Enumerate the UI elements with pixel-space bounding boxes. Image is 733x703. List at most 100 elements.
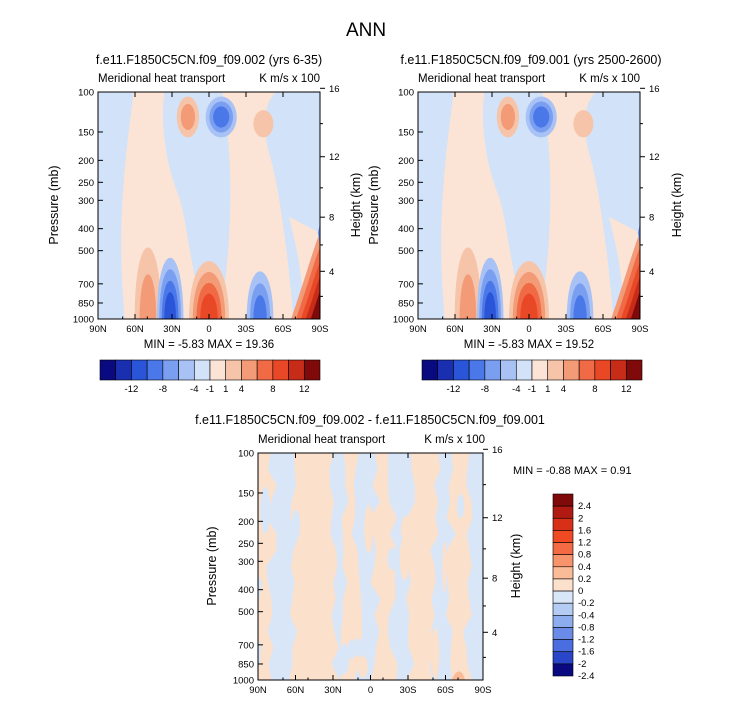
x-tick-label: 0 — [526, 324, 531, 335]
colorbar-label: -4 — [190, 384, 198, 395]
colorbar-label: -8 — [159, 384, 167, 395]
colorbar-label: -1.2 — [578, 635, 594, 646]
x-tick-label: 30S — [558, 324, 575, 335]
min-max-stats: MIN = -5.83 MAX = 19.36 — [144, 339, 274, 351]
colorbar-swatch — [225, 359, 242, 381]
colorbar-swatch — [500, 359, 517, 381]
panel-left-label: Meridional heat transport — [258, 434, 386, 446]
anomaly-patch — [347, 639, 357, 659]
surface-warm-cell — [200, 293, 218, 319]
colorbar-label: 4 — [561, 384, 566, 395]
anomaly-patch — [364, 504, 374, 553]
x-tick-label: 60N — [446, 324, 464, 335]
anomaly-patch — [399, 536, 410, 581]
y-tick-label: 250 — [398, 178, 414, 189]
colorbar-label: -12 — [125, 384, 139, 395]
colorbar-swatch — [484, 359, 501, 381]
anomaly-patch — [375, 525, 383, 550]
panel-title: f.e11.F1850C5CN.f09_f09.001 (yrs 2500-26… — [400, 53, 661, 67]
colorbar-swatch — [178, 359, 195, 381]
colorbar-label: -1.6 — [578, 647, 594, 658]
y-tick-label: 150 — [78, 127, 94, 138]
panel-top-right: f.e11.F1850C5CN.f09_f09.001 (yrs 2500-26… — [367, 53, 684, 395]
y-tick-label: 150 — [238, 488, 254, 499]
positive-anomaly — [369, 453, 398, 680]
height-tick-label: 4 — [649, 267, 654, 278]
panel-right-label: K m/s x 100 — [259, 73, 320, 85]
warm-region — [540, 92, 614, 319]
y-tick-label: 400 — [78, 224, 94, 235]
height-tick-label: 12 — [649, 152, 660, 163]
upper-warm-cell — [573, 110, 594, 138]
colorbar-swatch — [437, 359, 454, 381]
y-tick-label: 400 — [238, 585, 254, 596]
colorbar-swatch — [209, 359, 227, 381]
polar-cold-cell — [317, 223, 320, 247]
colorbar-label: 0.2 — [578, 574, 591, 585]
anomaly-patch — [260, 486, 271, 534]
y-tick-label: 100 — [78, 88, 94, 99]
height-tick-label: 8 — [492, 574, 497, 585]
colorbar-label: 8 — [270, 384, 275, 395]
colorbar-label: 2 — [578, 513, 583, 524]
colorbar-label: 2.4 — [578, 501, 591, 512]
y-tick-label: 100 — [238, 449, 254, 460]
y-tick-label: 200 — [238, 517, 254, 528]
colorbar-label: 1 — [223, 384, 228, 395]
y-tick-label: 1000 — [393, 315, 414, 326]
upper-cold-cell — [533, 106, 550, 128]
colorbar-swatch — [99, 359, 117, 381]
colorbar-label: -12 — [447, 384, 461, 395]
colorbar-swatch — [552, 566, 574, 580]
colorbar: 2.421.6 1.20.80.40.20-0.2-0.4-0.8 -1.2-1.6… — [552, 493, 594, 682]
colorbar-label: 1.6 — [578, 525, 591, 536]
x-tick-label: 60N — [126, 324, 144, 335]
x-tick-label: 60N — [287, 685, 305, 696]
panel-axes: 90N 60N 30N 0 30S 60S 90S 100 150 200 250 300 400 500… — [233, 445, 503, 696]
anomaly-patch — [358, 656, 368, 678]
colorbar-label: -1 — [206, 384, 214, 395]
surface-cold-cell — [484, 292, 496, 319]
colorbar-swatch — [552, 615, 574, 628]
surface-cold-cell — [573, 295, 587, 319]
colorbar-swatch — [421, 359, 439, 381]
colorbar-swatch — [552, 530, 574, 543]
colorbar-swatch — [256, 359, 274, 381]
colorbar-label: 8 — [592, 384, 597, 395]
colorbar-label: -4 — [512, 384, 520, 395]
pressure-axis-label: Pressure (mb) — [47, 165, 61, 244]
colorbar-swatch — [303, 359, 321, 381]
y-tick-label: 300 — [398, 196, 414, 207]
y-tick-label: 850 — [78, 298, 94, 309]
colorbar-label: -8 — [481, 384, 489, 395]
anomaly-patch — [430, 627, 440, 679]
y-tick-label: 500 — [78, 246, 94, 257]
colorbar: -12 -8 -4 -1 1 4 8 12 — [99, 359, 321, 395]
colorbar-swatch — [552, 505, 574, 519]
panel-left-label: Meridional heat transport — [98, 73, 226, 85]
height-tick-label: 8 — [329, 213, 334, 224]
colorbar-swatch — [552, 578, 574, 592]
positive-anomaly — [446, 453, 473, 680]
x-tick-label: 60S — [437, 685, 454, 696]
y-tick-label: 500 — [238, 607, 254, 618]
colorbar-swatch — [131, 359, 148, 381]
colorbar-swatch — [552, 627, 574, 640]
height-tick-label: 4 — [492, 628, 497, 639]
colorbar-swatch — [531, 359, 549, 381]
anomaly-patch — [471, 565, 477, 596]
x-tick-label: 90S — [632, 324, 649, 335]
x-tick-label: 30S — [400, 685, 417, 696]
colorbar-label: 12 — [621, 384, 632, 395]
x-tick-label: 30S — [238, 324, 255, 335]
x-tick-label: 60S — [595, 324, 612, 335]
x-tick-label: 30N — [483, 324, 501, 335]
colorbar-swatch — [552, 517, 574, 531]
pressure-axis-label: Pressure (mb) — [367, 165, 381, 244]
x-tick-label: 60S — [275, 324, 292, 335]
y-tick-label: 850 — [398, 298, 414, 309]
panel-top-left: f.e11.F1850C5CN.f09_f09.002 (yrs 6-35) M… — [47, 53, 363, 395]
positive-anomaly — [405, 453, 441, 680]
anomaly-patch — [291, 509, 301, 538]
height-tick-label: 12 — [492, 513, 503, 524]
